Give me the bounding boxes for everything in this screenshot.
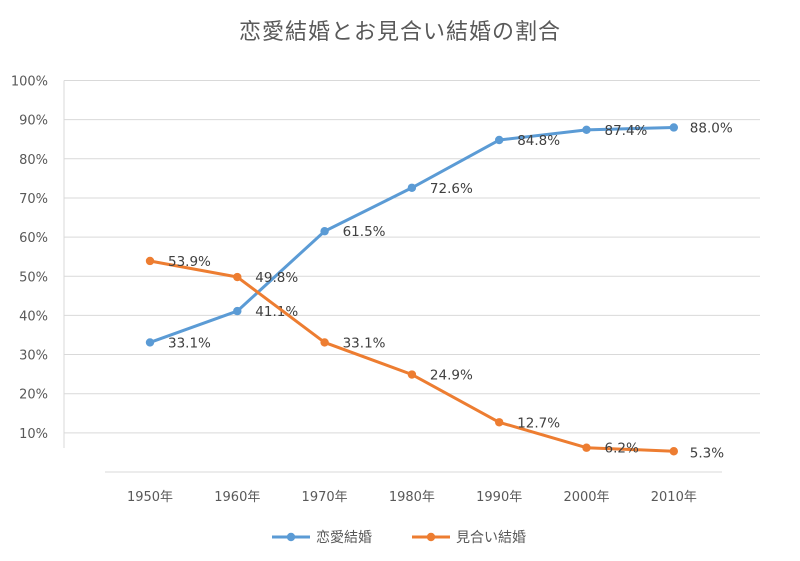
data-label: 33.1%	[168, 335, 211, 351]
y-tick-label: 70%	[19, 192, 48, 207]
data-point	[407, 183, 417, 192]
data-point	[495, 418, 504, 427]
legend-label: 恋愛結婚	[316, 529, 372, 546]
x-tick-label: 1950年	[127, 490, 173, 505]
legend-swatch-marker	[426, 532, 436, 542]
data-label: 87.4%	[605, 123, 648, 139]
y-tick-label: 90%	[19, 114, 48, 129]
data-point	[233, 306, 242, 316]
y-tick-label: 40%	[19, 309, 48, 324]
data-point	[669, 123, 678, 132]
y-tick-label: 50%	[19, 270, 48, 285]
data-label: 84.8%	[517, 133, 560, 149]
data-point	[233, 272, 242, 282]
data-label: 53.9%	[168, 254, 211, 270]
y-tick-label: 20%	[19, 388, 48, 403]
x-tick-label: 1970年	[302, 490, 348, 505]
x-tick-label: 1980年	[389, 490, 435, 505]
x-tick-label: 2000年	[563, 490, 609, 505]
data-label: 49.8%	[255, 270, 298, 286]
x-tick-label: 1990年	[476, 490, 522, 505]
data-label: 24.9%	[430, 368, 473, 384]
data-label: 12.7%	[517, 415, 560, 431]
data-label: 33.1%	[343, 335, 386, 351]
data-point	[495, 135, 504, 145]
data-point	[320, 338, 329, 347]
data-point	[582, 125, 591, 135]
legend-swatch-marker	[286, 532, 296, 542]
data-point	[145, 338, 155, 347]
chart-title: 恋愛結婚とお見合い結婚の割合	[238, 20, 561, 45]
y-tick-label: 10%	[19, 427, 48, 442]
data-point	[407, 370, 417, 379]
x-tick-label: 2010年	[651, 490, 697, 505]
data-point	[145, 256, 155, 266]
series-line-1	[148, 125, 676, 344]
data-label: 88.0%	[690, 120, 733, 136]
y-tick-label: 100%	[11, 75, 48, 90]
y-tick-label: 60%	[19, 231, 48, 246]
data-point	[582, 443, 591, 452]
data-label: 6.2%	[605, 441, 639, 457]
data-label: 61.5%	[343, 224, 386, 240]
y-tick-label: 30%	[19, 349, 48, 364]
data-label: 72.6%	[430, 181, 473, 197]
series-line-2	[148, 259, 676, 453]
x-tick-label: 1960年	[214, 490, 260, 505]
data-point	[320, 227, 329, 236]
data-label: 5.3%	[690, 445, 724, 461]
data-point	[669, 447, 678, 456]
legend-label: 見合い結婚	[456, 530, 526, 546]
y-tick-label: 80%	[19, 153, 48, 168]
